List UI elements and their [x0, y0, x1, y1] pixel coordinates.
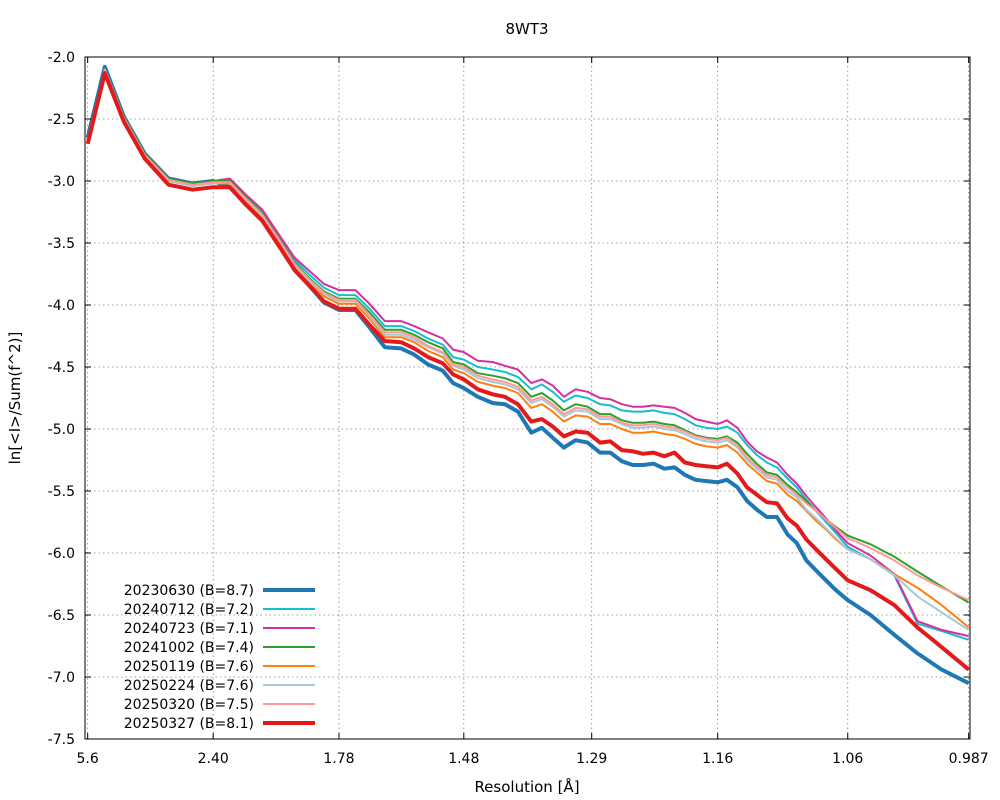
x-axis-label: Resolution [Å]	[474, 777, 579, 796]
series-line	[86, 68, 969, 638]
chart-title: 8WT3	[505, 20, 548, 38]
y-tick-label: -6.0	[48, 546, 75, 562]
series-line	[85, 71, 970, 672]
x-tick-label: 1.16	[702, 751, 733, 767]
legend-entry-label: 20250119 (B=7.6)	[124, 659, 254, 675]
y-tick-label: -2.0	[48, 50, 75, 66]
y-tick-label: -3.0	[48, 174, 75, 190]
x-tick-label: 0.987	[949, 751, 989, 767]
x-tick-label: 2.40	[198, 751, 229, 767]
legend-entry-label: 20240712 (B=7.2)	[124, 602, 254, 618]
legend-entry-label: 20250224 (B=7.6)	[124, 678, 254, 694]
series-line	[86, 68, 970, 604]
series-line	[86, 68, 970, 641]
y-tick-label: -3.5	[48, 236, 75, 252]
x-tick-label: 5.6	[77, 751, 99, 767]
y-axis-label: ln[<I>/Sum(f^2)]	[6, 332, 24, 465]
legend-entry-label: 20240723 (B=7.1)	[124, 621, 254, 637]
y-tick-label: -4.0	[48, 298, 75, 314]
x-tick-label: 1.06	[832, 751, 863, 767]
legend-entry-label: 20250327 (B=8.1)	[124, 716, 254, 732]
legend-entry-label: 20250320 (B=7.5)	[124, 697, 254, 713]
series-line	[86, 68, 970, 602]
x-tick-label: 1.48	[448, 751, 479, 767]
series-line	[86, 69, 970, 629]
legend: 20230630 (B=8.7) 20240712 (B=7.2) 20240723…	[124, 583, 315, 732]
plot-frame	[84, 56, 971, 740]
legend-entry-label: 20230630 (B=8.7)	[124, 583, 254, 599]
y-axis-ticks: -2.0 -2.5 -3.0 -3.5 -4.0 -4.5 -5.0 -5.5 -6.0 -6.5…	[48, 50, 970, 748]
series-line	[86, 69, 970, 631]
y-tick-label: -4.5	[48, 360, 75, 376]
x-tick-label: 1.29	[576, 751, 607, 767]
y-tick-label: -2.5	[48, 112, 75, 128]
series-layer	[85, 64, 970, 685]
y-tick-label: -7.5	[48, 732, 75, 748]
y-tick-label: -5.0	[48, 422, 75, 438]
y-tick-label: -5.5	[48, 484, 75, 500]
x-axis-ticks: 5.6 2.40 1.78 1.48 1.29 1.16 1.06 0.987	[77, 57, 989, 767]
legend-entry-label: 20241002 (B=7.4)	[124, 640, 254, 656]
y-tick-label: -6.5	[48, 608, 75, 624]
x-tick-label: 1.78	[323, 751, 354, 767]
y-tick-label: -7.0	[48, 670, 75, 686]
